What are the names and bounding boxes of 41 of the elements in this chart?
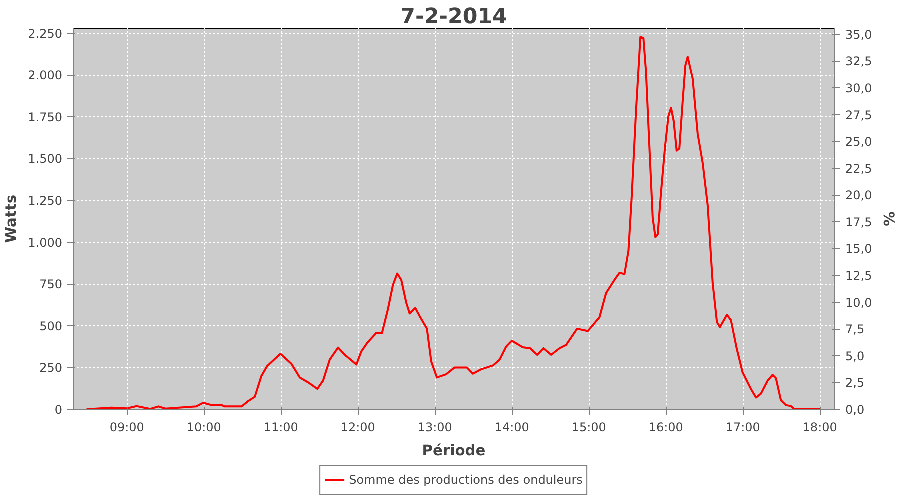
y-tick-label: 500 — [40, 319, 62, 334]
y2-tick-label: 30,0 — [846, 81, 872, 96]
y-tick-label: 1.500 — [28, 152, 63, 166]
y-tick-label: 250 — [40, 361, 62, 376]
y2-axis-title: % — [880, 212, 898, 227]
y-tick-label: 750 — [40, 278, 62, 292]
y2-tick-label: 2,5 — [846, 376, 865, 390]
y2-tick-label: 27,5 — [846, 108, 872, 122]
y2-tick-label: 25,0 — [846, 135, 872, 150]
y-tick-label: 0 — [54, 403, 63, 417]
y2-tick-label: 12,5 — [846, 269, 872, 284]
x-axis-title: Période — [422, 442, 486, 460]
x-tick-label: 11:00 — [264, 420, 298, 434]
y2-tick-label: 20,0 — [846, 188, 872, 203]
chart-title: 7-2-2014 — [400, 4, 508, 30]
y-tick-label: 1.750 — [28, 110, 63, 124]
line-series — [86, 36, 822, 410]
y2-tick-label: 22,5 — [846, 162, 872, 176]
legend-label: Somme des productions des onduleurs — [349, 473, 583, 487]
x-tick-label: 12:00 — [340, 420, 376, 434]
y-tick-label: 2.250 — [28, 26, 63, 41]
y2-tick-label: 7,5 — [846, 322, 865, 337]
y2-tick-label: 17,5 — [846, 215, 872, 230]
x-tick-label: 16:00 — [648, 420, 684, 434]
y-tick-label: 2.000 — [28, 68, 63, 83]
x-tick-label: 15:00 — [572, 420, 606, 434]
y2-tick-label: 5,0 — [846, 349, 865, 364]
x-tick-label: 09:00 — [110, 420, 144, 434]
y2-tick-label: 15,0 — [846, 242, 872, 256]
x-tick-label: 14:00 — [494, 420, 530, 434]
x-tick-label: 13:00 — [418, 420, 452, 434]
x-tick-label: 18:00 — [802, 420, 838, 434]
y2-tick-label: 32,5 — [846, 54, 872, 69]
y2-tick-label: 0,0 — [846, 403, 865, 417]
y-axis-title: Watts — [3, 194, 20, 244]
y2-tick-label: 10,0 — [846, 296, 872, 310]
y-tick-label: 1.000 — [28, 236, 63, 250]
x-tick-label: 17:00 — [726, 420, 760, 434]
x-tick-label: 10:00 — [186, 420, 222, 434]
y2-tick-label: 35,0 — [846, 28, 872, 42]
y-tick-label: 1.250 — [28, 194, 63, 208]
